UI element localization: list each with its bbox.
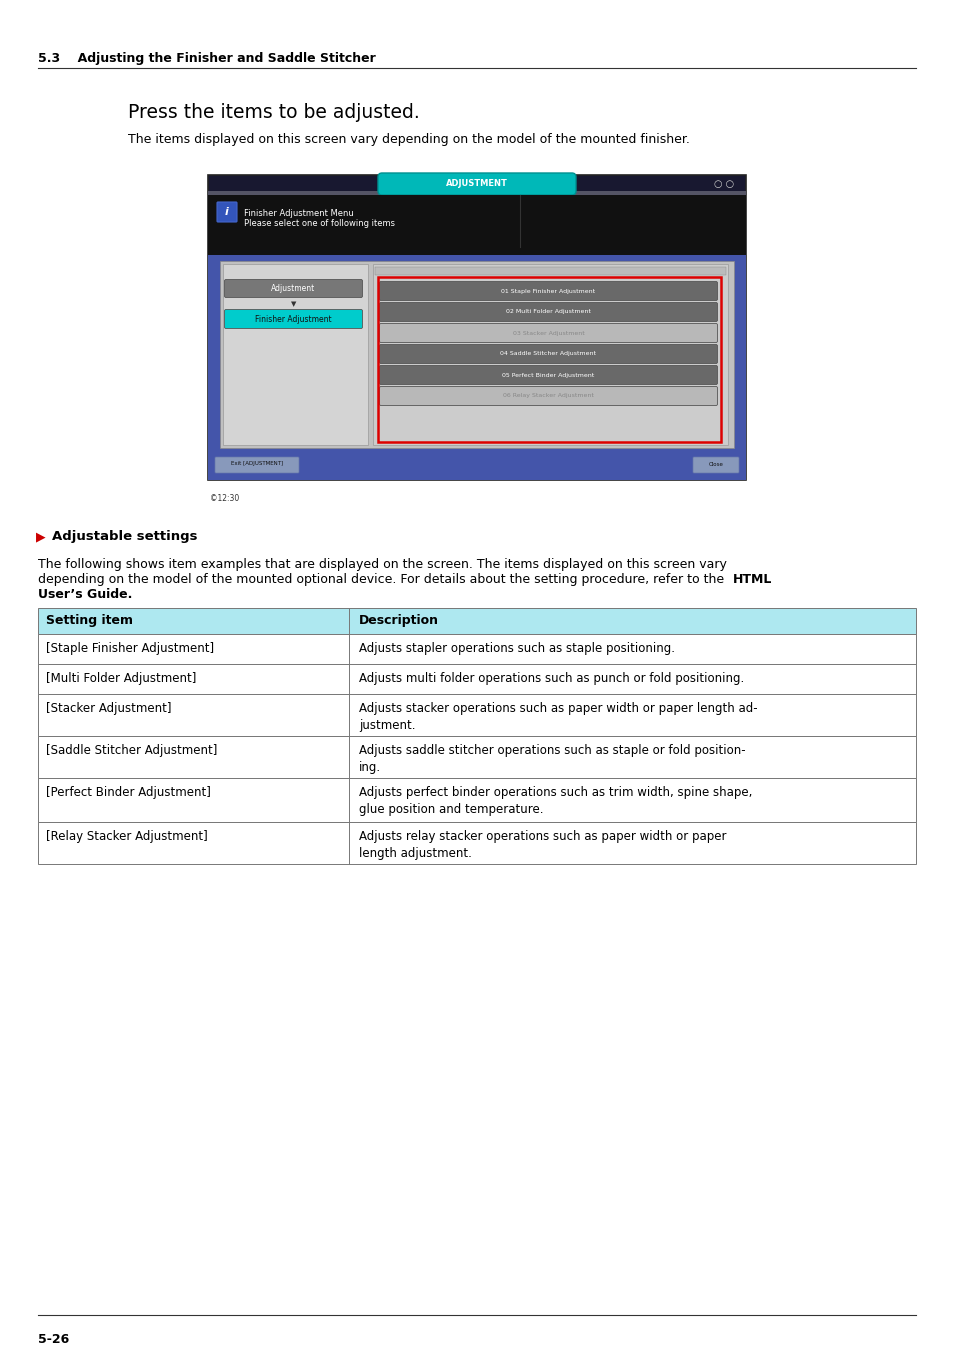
Text: 01 Staple Finisher Adjustment: 01 Staple Finisher Adjustment (501, 289, 595, 293)
Text: [Perfect Binder Adjustment]: [Perfect Binder Adjustment] (46, 786, 211, 799)
Text: The following shows item examples that are displayed on the screen. The items di: The following shows item examples that a… (38, 558, 726, 571)
Text: The items displayed on this screen vary depending on the model of the mounted fi: The items displayed on this screen vary … (128, 134, 689, 146)
Text: Adjustment: Adjustment (271, 284, 315, 293)
Text: 02 Multi Folder Adjustment: 02 Multi Folder Adjustment (505, 309, 590, 315)
Bar (38, 608, 915, 634)
Text: Adjusts saddle stitcher operations such as staple or fold position-
ing.: Adjusts saddle stitcher operations such … (358, 744, 745, 774)
Text: 5.3    Adjusting the Finisher and Saddle Stitcher: 5.3 Adjusting the Finisher and Saddle St… (38, 53, 375, 65)
Text: Finisher Adjustment Menu: Finisher Adjustment Menu (244, 209, 354, 217)
FancyBboxPatch shape (377, 173, 576, 194)
Text: Adjustable settings: Adjustable settings (52, 531, 197, 543)
Text: Adjusts stacker operations such as paper width or paper length ad-
justment.: Adjusts stacker operations such as paper… (358, 702, 757, 732)
Bar (38, 694, 915, 736)
Text: 06 Relay Stacker Adjustment: 06 Relay Stacker Adjustment (502, 393, 594, 398)
FancyBboxPatch shape (216, 202, 236, 221)
FancyBboxPatch shape (214, 458, 298, 472)
Text: [Multi Folder Adjustment]: [Multi Folder Adjustment] (46, 672, 196, 684)
FancyBboxPatch shape (692, 458, 739, 472)
Text: HTML: HTML (732, 572, 772, 586)
Text: i: i (225, 207, 229, 217)
Bar (208, 247, 745, 463)
FancyBboxPatch shape (379, 344, 717, 363)
Text: Adjusts multi folder operations such as punch or fold positioning.: Adjusts multi folder operations such as … (358, 672, 743, 684)
FancyBboxPatch shape (379, 386, 717, 405)
Text: ADJUSTMENT: ADJUSTMENT (446, 178, 507, 188)
FancyBboxPatch shape (379, 302, 717, 321)
Bar (38, 822, 915, 864)
Text: Adjusts stapler operations such as staple positioning.: Adjusts stapler operations such as stapl… (358, 643, 675, 655)
FancyBboxPatch shape (379, 324, 717, 343)
Text: 5-26: 5-26 (38, 1332, 70, 1346)
Text: 04 Saddle Stitcher Adjustment: 04 Saddle Stitcher Adjustment (500, 351, 596, 356)
Text: ▶: ▶ (36, 531, 46, 543)
FancyBboxPatch shape (379, 282, 717, 301)
Bar (208, 456, 745, 481)
Text: Exit [ADJUSTMENT]: Exit [ADJUSTMENT] (231, 462, 283, 467)
Text: ▼: ▼ (291, 301, 295, 306)
FancyBboxPatch shape (379, 366, 717, 385)
Bar (208, 190, 745, 194)
Text: Description: Description (358, 614, 438, 626)
Bar (208, 247, 745, 255)
Bar (38, 664, 915, 694)
Text: ○ ○: ○ ○ (713, 180, 733, 189)
Bar (38, 778, 915, 822)
Text: Adjusts perfect binder operations such as trim width, spine shape,
glue position: Adjusts perfect binder operations such a… (358, 786, 752, 815)
Text: [Relay Stacker Adjustment]: [Relay Stacker Adjustment] (46, 830, 208, 842)
Text: User’s Guide.: User’s Guide. (38, 589, 132, 601)
Text: Adjusts relay stacker operations such as paper width or paper
length adjustment.: Adjusts relay stacker operations such as… (358, 830, 726, 860)
Text: [Saddle Stitcher Adjustment]: [Saddle Stitcher Adjustment] (46, 744, 217, 757)
Text: ©12:30: ©12:30 (210, 494, 239, 504)
Bar (377, 277, 720, 441)
Bar (208, 194, 745, 247)
Bar (38, 634, 915, 664)
Text: Press the items to be adjusted.: Press the items to be adjusted. (128, 103, 419, 122)
Bar (375, 267, 725, 275)
FancyBboxPatch shape (224, 279, 362, 297)
Text: Finisher Adjustment: Finisher Adjustment (254, 315, 332, 324)
Text: Setting item: Setting item (46, 614, 132, 626)
Text: [Stacker Adjustment]: [Stacker Adjustment] (46, 702, 172, 716)
Text: 03 Stacker Adjustment: 03 Stacker Adjustment (512, 331, 584, 336)
Bar (220, 261, 733, 448)
Text: Close: Close (708, 462, 722, 467)
FancyBboxPatch shape (224, 309, 362, 328)
Text: 05 Perfect Binder Adjustment: 05 Perfect Binder Adjustment (502, 373, 594, 378)
Text: [Staple Finisher Adjustment]: [Staple Finisher Adjustment] (46, 643, 213, 655)
Bar (208, 176, 745, 481)
Bar (38, 736, 915, 778)
Text: depending on the model of the mounted optional device. For details about the set: depending on the model of the mounted op… (38, 572, 727, 586)
Text: Please select one of following items: Please select one of following items (244, 219, 395, 228)
Bar (223, 265, 368, 446)
Bar (373, 265, 727, 446)
